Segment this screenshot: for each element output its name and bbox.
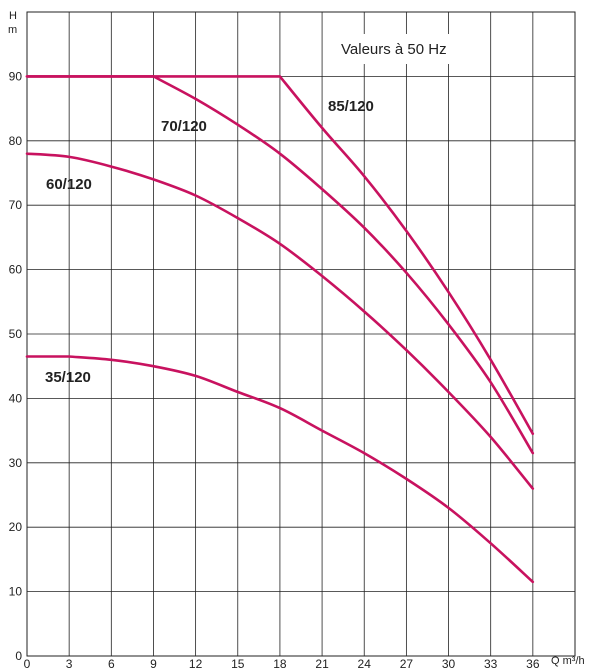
x-tick-label: 6: [108, 657, 115, 670]
x-tick-label: 30: [442, 657, 456, 670]
x-axis-label: Q m³/h: [551, 655, 585, 667]
x-tick-label: 21: [315, 657, 329, 670]
series-line-35-120: [25, 355, 535, 584]
series-lines: [25, 75, 535, 584]
x-tick-label: 9: [150, 657, 157, 670]
x-tick-label: 27: [400, 657, 414, 670]
y-tick-label: 90: [9, 69, 23, 83]
y-tick-label: 60: [9, 263, 23, 277]
series-label-35-120: 35/120: [45, 369, 91, 386]
y-axis-label-m: m: [8, 24, 17, 36]
series-line-60-120: [25, 152, 535, 490]
y-tick-label: 40: [9, 391, 23, 405]
x-tick-label: 36: [526, 657, 540, 670]
x-tick-label: 3: [66, 657, 73, 670]
annotation-background: [335, 34, 470, 64]
series-label-85-120: 85/120: [328, 98, 374, 115]
x-tick-label: 0: [24, 657, 31, 670]
y-tick-label: 0: [15, 649, 22, 663]
y-tick-label: 70: [9, 198, 23, 212]
y-axis-label-h: H: [9, 10, 17, 22]
y-tick-labels: 0 10 20 30 40 50 60 70 80 90: [9, 69, 23, 663]
grid: [26, 11, 576, 657]
y-tick-label: 80: [9, 134, 23, 148]
x-tick-label: 33: [484, 657, 498, 670]
x-tick-label: 15: [231, 657, 245, 670]
series-line-85-120: [25, 75, 535, 436]
y-tick-label: 10: [9, 585, 23, 599]
series-label-60-120: 60/120: [46, 176, 92, 193]
y-tick-label: 50: [9, 327, 23, 341]
x-tick-label: 18: [273, 657, 287, 670]
x-tick-label: 12: [189, 657, 203, 670]
x-tick-labels: 0 3 6 9 12 15 18 21 24 27 30 33 36: [24, 657, 540, 670]
x-tick-label: 24: [358, 657, 372, 670]
y-tick-label: 20: [9, 520, 23, 534]
series-label-70-120: 70/120: [161, 118, 207, 135]
series-line-70-120: [25, 75, 535, 455]
y-tick-label: 30: [9, 456, 23, 470]
frequency-note: Valeurs à 50 Hz: [341, 41, 447, 58]
